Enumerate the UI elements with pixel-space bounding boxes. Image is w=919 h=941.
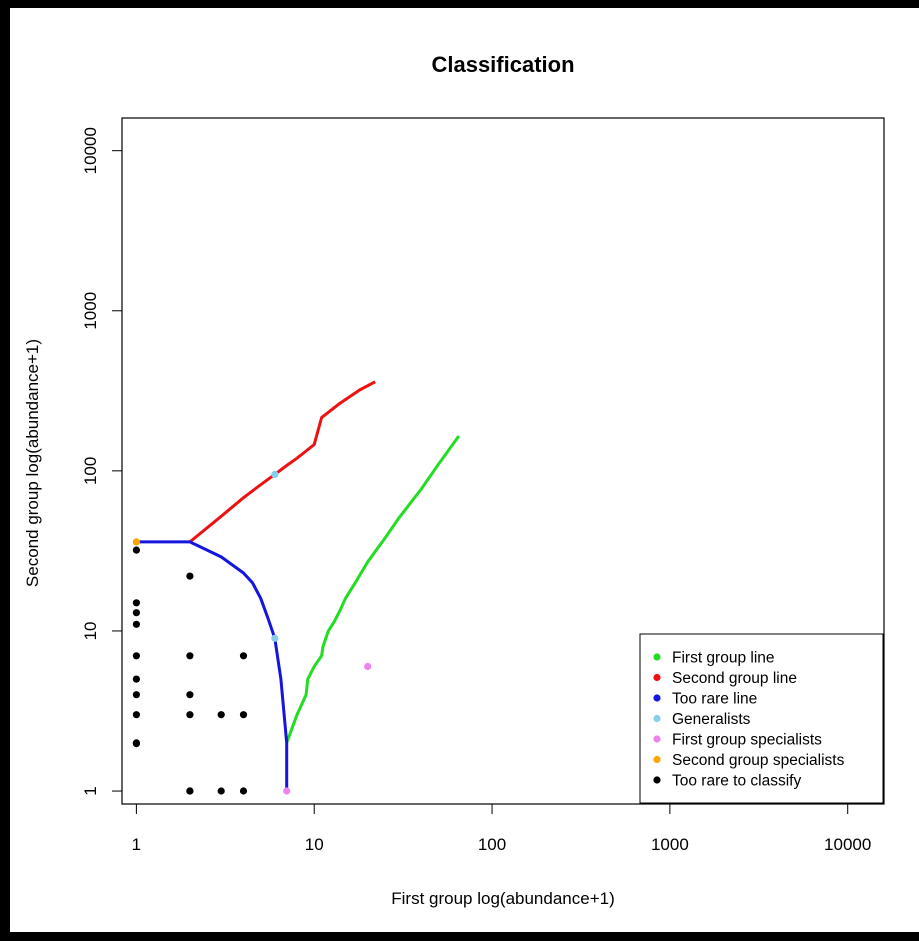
too-rare-to-classify-point <box>132 609 140 617</box>
y-tick-label: 10 <box>81 621 100 640</box>
too-rare-to-classify-point <box>132 599 140 607</box>
y-tick-label: 1000 <box>81 292 100 330</box>
x-tick-label: 100 <box>478 835 506 854</box>
legend-label: First group line <box>672 650 775 667</box>
second-group-specialists-point <box>132 538 140 546</box>
series-points <box>132 470 372 795</box>
too-rare-to-classify-point <box>132 675 140 683</box>
x-tick-label: 1000 <box>651 835 689 854</box>
y-axis-label: Second group log(abundance+1) <box>23 339 42 587</box>
x-tick-label: 1 <box>132 835 141 854</box>
too-rare-to-classify-point <box>186 652 194 660</box>
too-rare-to-classify-point <box>217 711 225 719</box>
too-rare-to-classify-point <box>239 787 248 795</box>
first-group-line <box>285 435 461 744</box>
x-tick-label: 10000 <box>824 835 871 854</box>
legend-marker <box>653 694 661 702</box>
too-rare-to-classify-point <box>132 546 140 554</box>
first-group-specialists-point <box>364 662 372 671</box>
x-axis-label: First group log(abundance+1) <box>391 889 615 908</box>
too-rare-to-classify-point <box>186 787 194 795</box>
legend-label: Second group specialists <box>672 752 845 769</box>
too-rare-to-classify-point <box>186 711 194 719</box>
x-tick-label: 10 <box>305 835 324 854</box>
legend-marker <box>653 673 661 682</box>
legend-marker <box>653 755 661 764</box>
chart-title: Classification <box>431 52 574 77</box>
legend-marker <box>653 735 661 743</box>
generalists-point <box>271 470 279 478</box>
legend-marker <box>653 653 661 661</box>
too-rare-line <box>136 540 289 791</box>
legend-marker <box>653 776 661 784</box>
too-rare-to-classify-point <box>186 572 194 580</box>
first-group-specialists-point <box>283 787 291 795</box>
y-tick-label: 10000 <box>81 127 100 174</box>
legend: First group line Second group line Too rar… <box>639 633 884 804</box>
too-rare-to-classify-point <box>239 711 248 719</box>
too-rare-to-classify-point <box>132 740 140 748</box>
generalists-point <box>271 634 279 642</box>
legend-box <box>639 633 884 804</box>
y-tick-label: 1 <box>81 786 100 795</box>
series-lines <box>136 380 461 791</box>
too-rare-to-classify-point <box>239 652 248 660</box>
too-rare-to-classify-point <box>132 711 140 719</box>
too-rare-to-classify-point <box>132 620 140 628</box>
legend-label: Too rare line <box>672 691 757 708</box>
too-rare-to-classify-point <box>217 787 225 795</box>
too-rare-to-classify-point <box>186 691 194 699</box>
x-axis: 1 10 100 1000 10000 <box>132 803 871 854</box>
legend-label: Generalists <box>672 711 751 728</box>
y-axis: 1 10 100 1000 10000 <box>81 127 123 796</box>
legend-marker <box>653 714 661 723</box>
legend-label: Second group line <box>672 670 797 687</box>
legend-label: Too rare to classify <box>672 773 801 790</box>
too-rare-to-classify-point <box>132 691 140 699</box>
second-group-line <box>188 380 376 544</box>
too-rare-to-classify-point <box>132 652 140 660</box>
legend-label: First group specialists <box>672 732 822 749</box>
y-tick-label: 100 <box>81 457 100 485</box>
